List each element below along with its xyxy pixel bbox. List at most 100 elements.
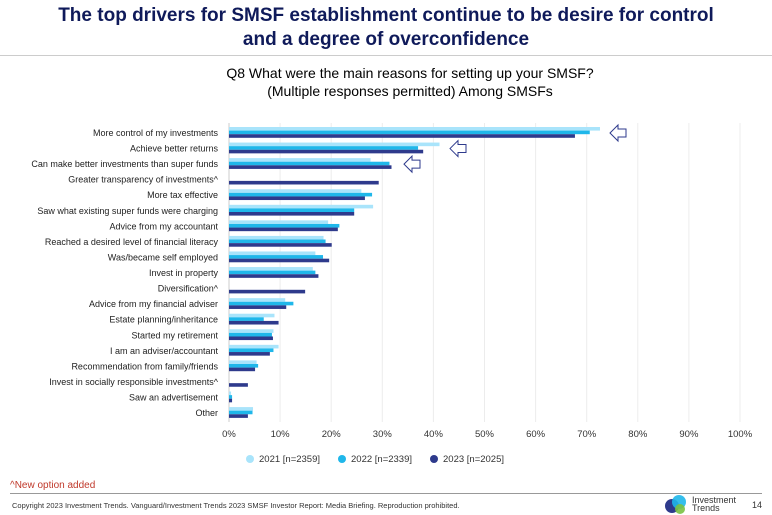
category-label: Recommendation from family/friends bbox=[71, 361, 218, 371]
legend-label: 2023 [n=2025] bbox=[443, 454, 504, 465]
bar-2022 bbox=[229, 410, 253, 415]
category-label: Advice from my accountant bbox=[109, 221, 218, 231]
category-label: I am an adviser/accountant bbox=[110, 346, 219, 356]
category-label: Achieve better returns bbox=[130, 144, 219, 154]
bar-2022 bbox=[229, 332, 272, 337]
category-label: Diversification^ bbox=[158, 284, 219, 294]
category-label: Started my retirement bbox=[131, 330, 218, 340]
title-line: and a degree of overconfidence bbox=[242, 29, 530, 50]
bar-2023 bbox=[229, 414, 248, 418]
bar-2023 bbox=[229, 289, 306, 294]
bar-2022 bbox=[229, 255, 324, 259]
category-label: Saw an advertisement bbox=[129, 393, 219, 403]
page-number: 14 bbox=[752, 500, 763, 510]
bar-2021 bbox=[229, 360, 257, 364]
bar-2021 bbox=[229, 344, 279, 349]
category-label: Reached a desired level of financial lit… bbox=[45, 237, 219, 247]
arrow-left-icon bbox=[449, 139, 467, 158]
bar-2021 bbox=[229, 142, 440, 147]
bar-2023 bbox=[229, 243, 332, 247]
page-title: The top drivers for SMSF establishment c… bbox=[0, 4, 772, 52]
footnote: ^New option added bbox=[10, 480, 96, 491]
x-tick-label: 70% bbox=[577, 429, 597, 440]
bar-2021 bbox=[229, 407, 254, 411]
category-label: Invest in socially responsible investmen… bbox=[49, 377, 219, 387]
legend-label: 2022 [n=2339] bbox=[351, 454, 412, 465]
arrow-left-icon bbox=[403, 154, 421, 174]
x-tick-label: 100% bbox=[728, 429, 753, 440]
bar-2023 bbox=[229, 336, 273, 341]
logo-text: Investment Trends bbox=[692, 495, 737, 513]
category-label: Invest in property bbox=[149, 268, 219, 278]
bar-2021 bbox=[229, 235, 324, 240]
bar-2021 bbox=[229, 251, 316, 256]
bar-2022 bbox=[229, 223, 340, 228]
bar-2022 bbox=[229, 395, 233, 399]
bar-2022 bbox=[229, 161, 390, 166]
x-tick-label: 60% bbox=[526, 429, 546, 440]
bar-2023 bbox=[229, 383, 248, 387]
legend-swatch bbox=[338, 455, 346, 463]
bar-2021 bbox=[229, 391, 232, 396]
chart-title-line: Q8 What were the main reasons for settin… bbox=[226, 65, 594, 81]
bar-2021 bbox=[229, 313, 275, 318]
divider bbox=[0, 55, 772, 56]
x-tick-label: 80% bbox=[628, 429, 648, 440]
bar-2022 bbox=[229, 301, 294, 306]
x-tick-label: 0% bbox=[222, 429, 236, 440]
bar-2023 bbox=[229, 196, 365, 201]
bar-2021 bbox=[229, 298, 286, 302]
bar-2023 bbox=[229, 274, 319, 278]
bar-2021 bbox=[229, 189, 362, 193]
chart-title: Q8 What were the main reasons for settin… bbox=[150, 64, 670, 100]
bar-2023 bbox=[229, 134, 575, 138]
bar-2021 bbox=[229, 158, 371, 162]
category-label: More tax effective bbox=[147, 190, 218, 200]
bar-2021 bbox=[229, 204, 374, 209]
legend-swatch bbox=[430, 455, 438, 463]
arrow-left-icon bbox=[609, 123, 627, 143]
bar-2022 bbox=[229, 348, 274, 353]
x-tick-label: 90% bbox=[679, 429, 699, 440]
bar-2022 bbox=[229, 317, 264, 321]
bar-2022 bbox=[229, 270, 316, 275]
category-label: Saw what existing super funds were charg… bbox=[37, 206, 218, 216]
bar-2022 bbox=[229, 239, 326, 244]
bar-2023 bbox=[229, 180, 379, 185]
bar-2022 bbox=[229, 208, 355, 212]
investment-trends-logo bbox=[665, 495, 686, 514]
category-label: Other bbox=[195, 408, 218, 418]
legend-swatch bbox=[246, 455, 254, 463]
x-tick-label: 40% bbox=[424, 429, 444, 440]
bar-2023 bbox=[229, 149, 424, 154]
title-line: The top drivers for SMSF establishment c… bbox=[58, 5, 714, 26]
chart-subtitle-line: (Multiple responses permitted) Among SMS… bbox=[267, 83, 553, 99]
bar-2022 bbox=[229, 130, 590, 135]
category-label: Advice from my financial adviser bbox=[89, 299, 218, 309]
bar-2023 bbox=[229, 398, 233, 403]
bar-2023 bbox=[229, 227, 338, 232]
x-tick-label: 30% bbox=[373, 429, 393, 440]
bar-2021 bbox=[229, 220, 329, 224]
bar-2023 bbox=[229, 352, 270, 356]
bar-2021 bbox=[229, 127, 600, 131]
legend-label: 2021 [n=2359] bbox=[259, 454, 320, 465]
bar-chart: 0% 10% 20% 30% 40% 50% 60% 70% 80% 90% 100% More co… bbox=[31, 123, 753, 465]
category-label: Estate planning/inheritance bbox=[109, 315, 218, 325]
bar-2023 bbox=[229, 305, 287, 309]
category-label: Greater transparency of investments^ bbox=[68, 175, 219, 185]
bar-2023 bbox=[229, 258, 330, 263]
bar-2021 bbox=[229, 329, 274, 333]
bar-2022 bbox=[229, 364, 259, 368]
bar-2023 bbox=[229, 212, 355, 216]
category-label: Can make better investments than super f… bbox=[31, 159, 218, 169]
bar-2022 bbox=[229, 192, 373, 197]
bar-2022 bbox=[229, 146, 419, 150]
copyright: Copyright 2023 Investment Trends. Vangua… bbox=[12, 501, 460, 510]
x-tick-label: 10% bbox=[271, 429, 291, 440]
divider bbox=[10, 493, 762, 494]
bar-2023 bbox=[229, 367, 256, 372]
category-label: Was/became self employed bbox=[108, 252, 218, 262]
x-tick-label: 50% bbox=[475, 429, 495, 440]
bar-2023 bbox=[229, 320, 279, 325]
